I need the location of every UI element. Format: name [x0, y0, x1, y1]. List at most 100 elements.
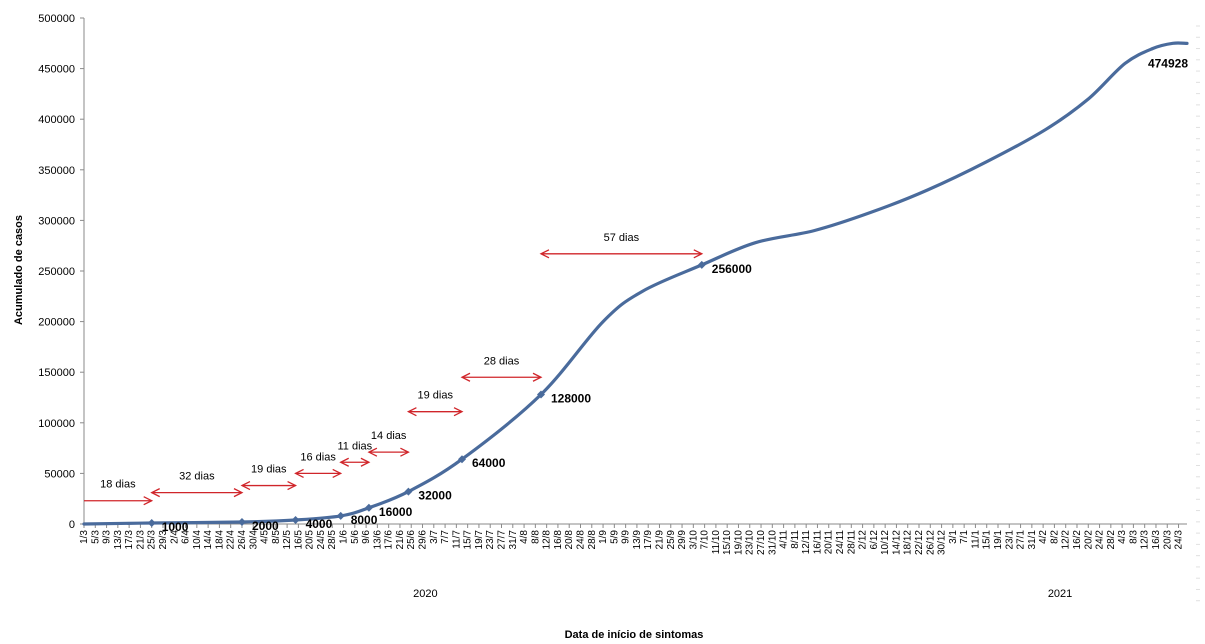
x-tick-label: 10/12: [880, 530, 891, 555]
interval-label: 57 dias: [604, 232, 640, 244]
x-tick-label: 27/7: [497, 530, 508, 550]
arrow-head-right: [400, 447, 410, 457]
x-tick-label: 11/7: [451, 530, 462, 549]
arrow-head-right: [233, 488, 244, 498]
y-tick-label: 200000: [38, 317, 75, 329]
interval-arrow: 28 dias: [460, 355, 543, 382]
x-tick-label: 29/9: [677, 530, 688, 550]
x-tick-label: 23/7: [485, 530, 496, 550]
x-tick-label: 31/1: [1027, 530, 1038, 550]
y-tick-label: 150000: [38, 367, 75, 379]
x-tick-label: 20/11: [824, 530, 835, 555]
data-point-label: 474928: [1148, 56, 1188, 70]
interval-arrow: 57 dias: [539, 232, 704, 259]
y-tick-label: 400000: [38, 114, 75, 126]
x-tick-label: 8/2: [1049, 530, 1060, 544]
x-tick-label: 26/12: [925, 530, 936, 555]
interval-label: 28 dias: [484, 355, 520, 367]
x-tick-label: 15/1: [982, 530, 993, 550]
data-point-marker: [237, 517, 246, 526]
x-tick-label: 19/1: [993, 530, 1004, 550]
x-tick-label: 15/7: [463, 530, 474, 550]
x-tick-label: 12/5: [282, 530, 293, 550]
data-point-label: 64000: [472, 456, 506, 470]
y-axis: 0 50000 100000 150000 200000 250000 300000 3500…: [38, 13, 85, 531]
x-tick-label: 16/11: [812, 530, 823, 555]
arrow-head-right: [693, 249, 704, 259]
data-point-marker: [336, 511, 345, 520]
x-axis: 1/3 5/3 9/3 13/3 17/3 21/3 25/3 29/3 2/4 6/4 10/4 1…: [79, 523, 1187, 600]
interval-label: 11 dias: [337, 440, 372, 452]
x-tick-label: 25/6: [406, 530, 417, 550]
year-label: 2021: [1048, 588, 1072, 600]
data-point-label: 4000: [306, 517, 333, 531]
data-point-label: 16000: [379, 505, 413, 519]
x-tick-label: 1/6: [339, 530, 350, 544]
x-tick-label: 9/6: [361, 530, 372, 544]
x-tick-label: 1/9: [598, 530, 609, 544]
interval-label: 18 dias: [100, 479, 136, 491]
arrow-head-right: [532, 372, 543, 382]
x-tick-label: 18/4: [214, 530, 225, 550]
y-tick-label: 350000: [38, 165, 75, 177]
x-tick-label: 24/8: [575, 530, 586, 550]
x-tick-label: 2/12: [858, 530, 869, 550]
x-tick-label: 13/3: [113, 530, 124, 550]
x-tick-label: 8/8: [530, 530, 541, 544]
data-point-marker: [404, 487, 413, 496]
x-tick-label: 7/10: [700, 530, 711, 550]
x-tick-label: 9/9: [621, 530, 632, 544]
x-tick-label: 4/8: [519, 530, 530, 544]
data-point-marker: [536, 390, 545, 399]
x-tick-label: 8/5: [271, 530, 282, 544]
x-tick-label: 16/3: [1151, 530, 1162, 550]
x-tick-label: 15/10: [722, 530, 733, 555]
x-tick-label: 13/6: [372, 530, 383, 550]
interval-arrow: 11 dias: [337, 440, 373, 467]
data-point-label: 32000: [418, 489, 452, 503]
y-tick-label: 300000: [38, 215, 75, 227]
interval-label: 19 dias: [417, 390, 453, 402]
x-tick-label: 17/9: [643, 530, 654, 550]
data-point-marker: [291, 515, 300, 524]
x-tick-label: 3/7: [429, 530, 440, 544]
x-tick-label: 27/1: [1016, 530, 1027, 550]
x-tick-label: 22/4: [226, 530, 237, 550]
right-tick-marks: [1196, 25, 1200, 602]
x-tick-label: 31/10: [767, 530, 778, 555]
x-tick-label: 31/7: [508, 530, 519, 550]
x-tick-label: 28/2: [1106, 530, 1117, 550]
data-point-label: 256000: [712, 262, 752, 276]
x-tick-label: 1/3: [79, 530, 90, 544]
interval-arrow: 32 dias: [150, 471, 244, 498]
y-tick-label: 450000: [38, 64, 75, 76]
x-tick-label: 24/11: [835, 530, 846, 555]
y-tick-label: 100000: [38, 418, 75, 430]
x-tick-label: 11/1: [970, 530, 981, 549]
arrow-head-right: [143, 496, 154, 506]
x-tick-label: 3/1: [948, 530, 959, 544]
x-tick-label: 7/1: [959, 530, 970, 544]
x-tick-label: 12/3: [1140, 530, 1151, 550]
arrow-head-right: [453, 407, 464, 417]
x-tick-label: 20/5: [305, 530, 316, 550]
x-tick-label: 6/12: [869, 530, 880, 550]
x-tick-label: 30/12: [937, 530, 948, 555]
x-tick-label: 5/3: [90, 530, 101, 544]
arrow-head-right: [332, 468, 343, 478]
arrow-head-left: [150, 488, 160, 498]
x-tick-label: 9/3: [102, 530, 113, 544]
x-tick-label: 7/7: [440, 530, 451, 544]
x-tick-label: 16/5: [293, 530, 304, 550]
arrow-head-left: [539, 249, 550, 259]
arrow-head-left: [406, 407, 417, 417]
x-tick-label: 16/2: [1072, 530, 1083, 550]
x-tick-label: 8/11: [790, 530, 801, 549]
y-tick-label: 250000: [38, 266, 75, 278]
x-tick-label: 4/2: [1038, 530, 1049, 544]
data-point-marker: [147, 518, 156, 527]
interval-label: 32 dias: [179, 471, 215, 483]
